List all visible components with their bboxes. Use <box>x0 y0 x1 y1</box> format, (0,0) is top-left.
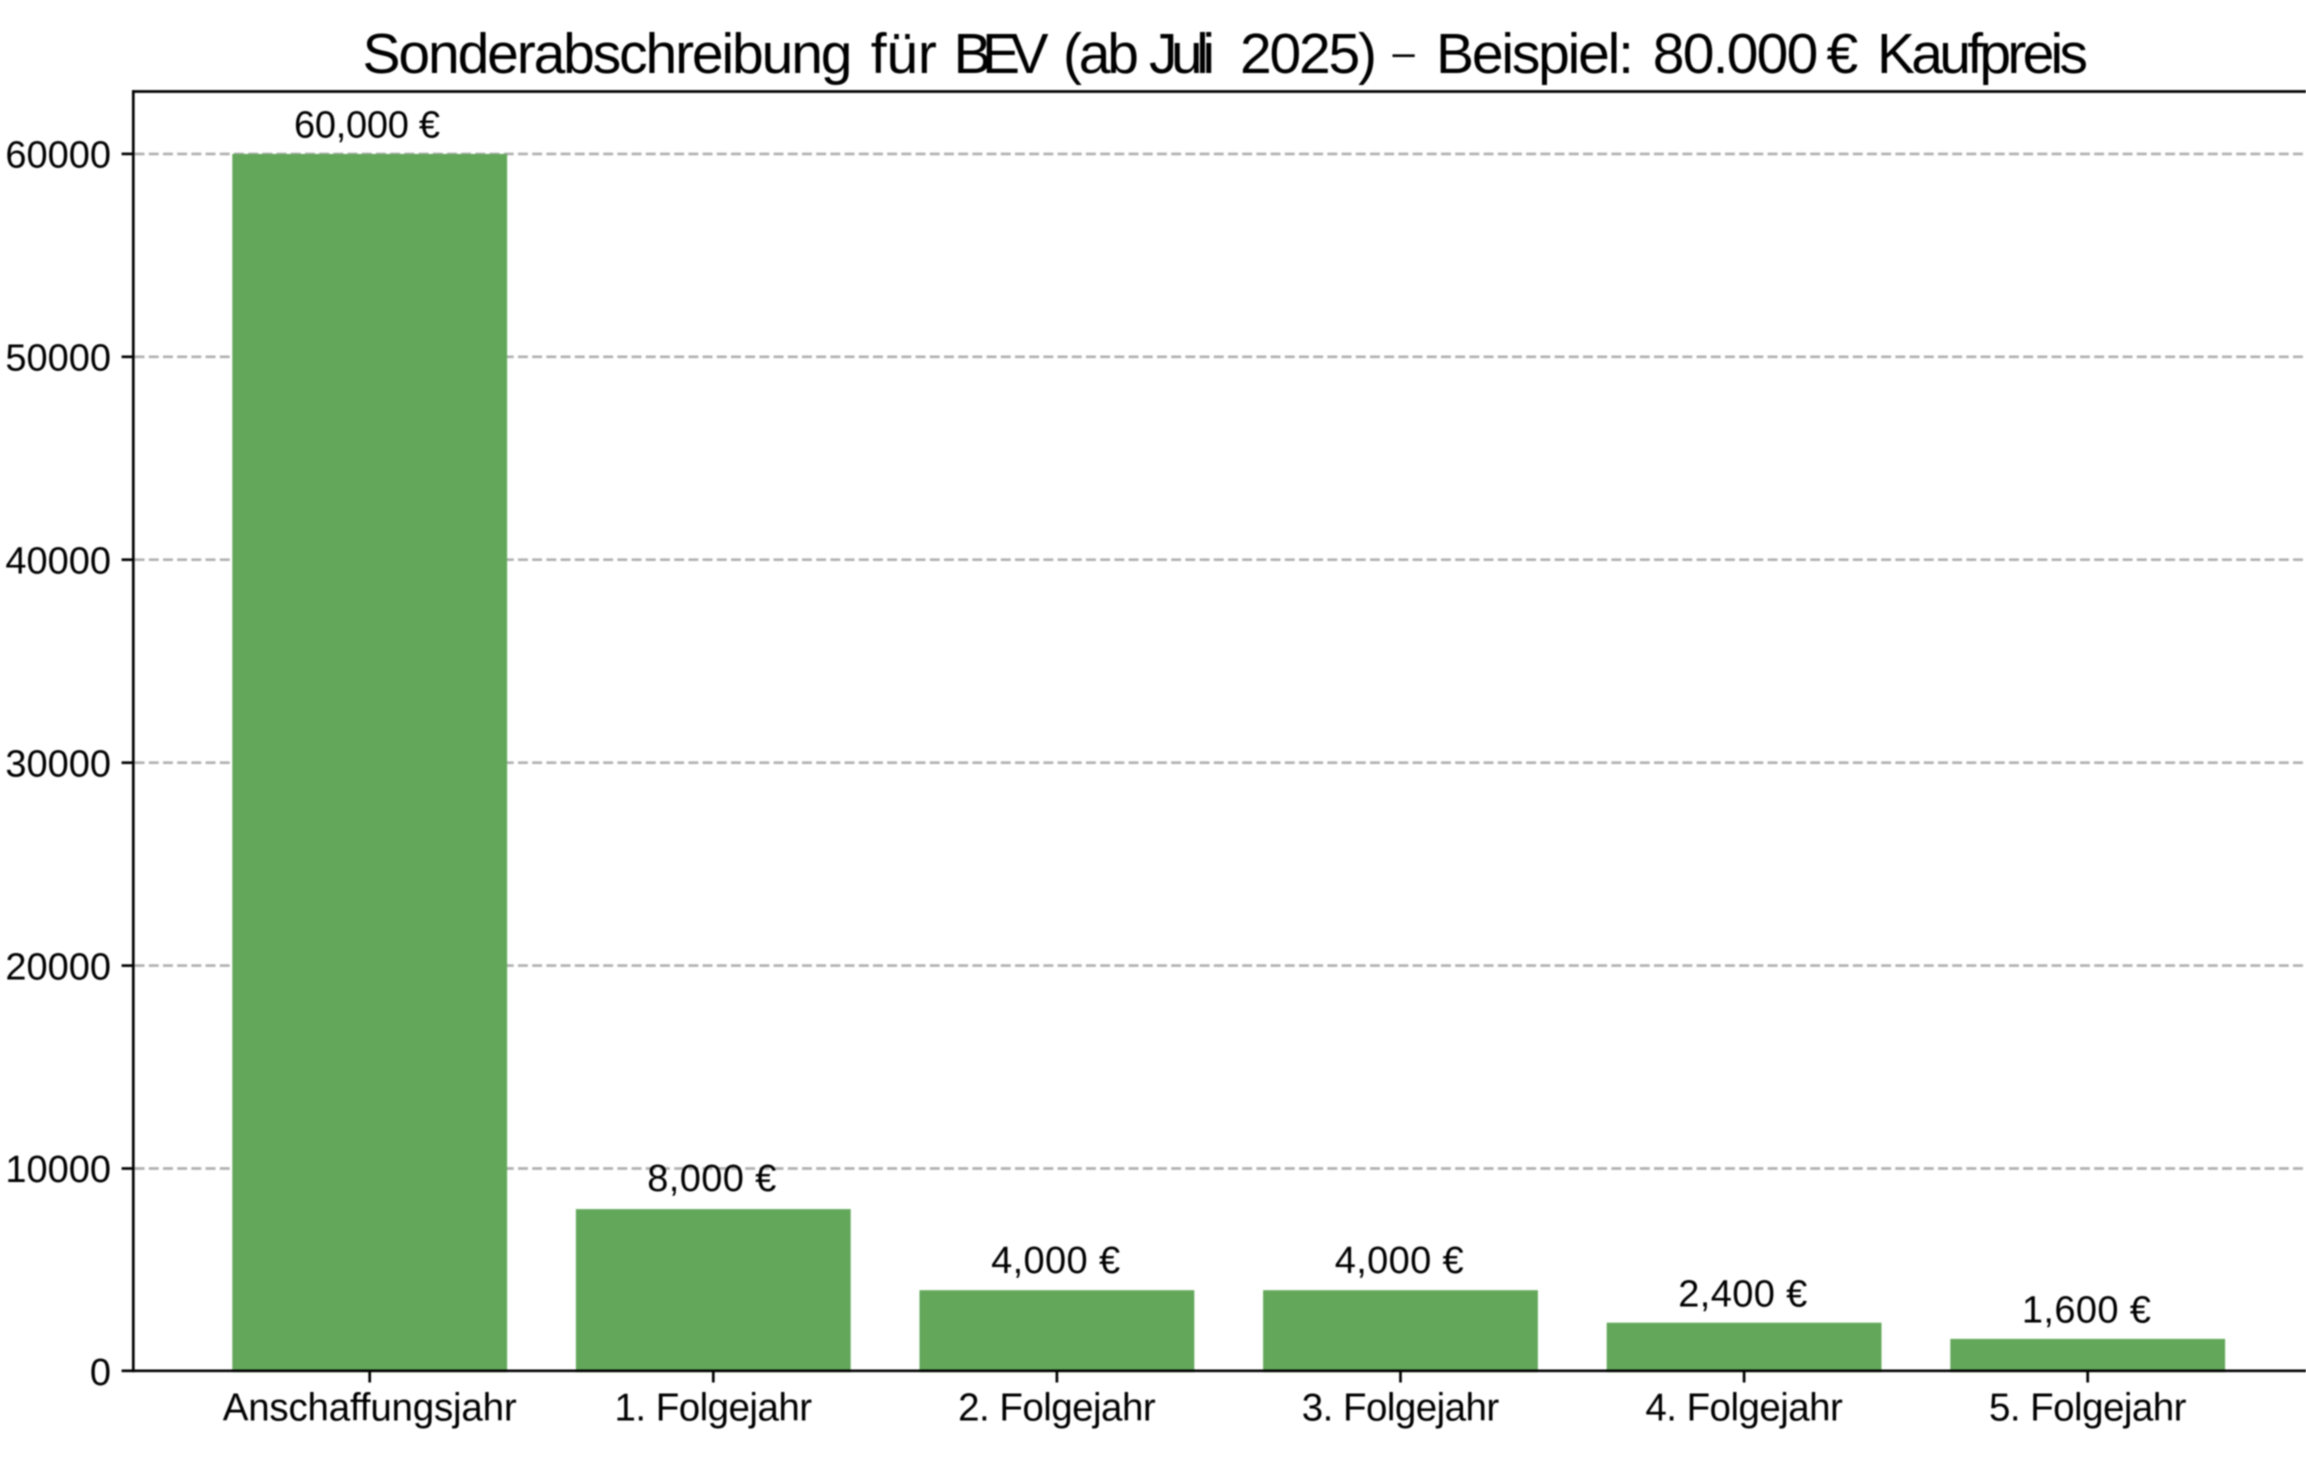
svg-text:80.000: 80.000 <box>1653 22 1819 86</box>
svg-text:2. Folgejahr: 2. Folgejahr <box>958 1387 1156 1430</box>
svg-text:4. Folgejahr: 4. Folgejahr <box>1645 1387 1843 1430</box>
svg-text:4,000 €: 4,000 € <box>1335 1240 1464 1282</box>
svg-text:(ab: (ab <box>1063 22 1139 86</box>
svg-text:3. Folgejahr: 3. Folgejahr <box>1302 1387 1500 1430</box>
svg-text:20000: 20000 <box>5 946 111 988</box>
svg-text:Sonderabschreibung: Sonderabschreibung <box>363 22 853 86</box>
svg-text:2025): 2025) <box>1240 22 1377 86</box>
svg-text:60000: 60000 <box>5 135 111 177</box>
svg-text:0: 0 <box>90 1352 111 1394</box>
svg-text:1. Folgejahr: 1. Folgejahr <box>615 1387 813 1430</box>
svg-text:für: für <box>871 22 937 86</box>
svg-text:€: € <box>1827 22 1859 86</box>
svg-text:8,000 €: 8,000 € <box>647 1158 776 1200</box>
svg-text:Kaufpreis: Kaufpreis <box>1877 22 2088 86</box>
svg-text:5. Folgejahr: 5. Folgejahr <box>1989 1387 2187 1430</box>
svg-text:Anschaffungsjahr: Anschaffungsjahr <box>223 1387 517 1430</box>
svg-text:10000: 10000 <box>5 1149 111 1191</box>
svg-text:30000: 30000 <box>5 743 111 785</box>
svg-text:40000: 40000 <box>5 540 111 582</box>
svg-text:BEV: BEV <box>954 22 1049 86</box>
svg-text:50000: 50000 <box>5 338 111 380</box>
svg-text:–: – <box>1393 31 1416 75</box>
svg-text:Beispiel:: Beispiel: <box>1436 22 1634 86</box>
svg-text:Juli: Juli <box>1149 22 1215 86</box>
svg-text:2,400 €: 2,400 € <box>1678 1273 1807 1315</box>
svg-text:4,000 €: 4,000 € <box>991 1240 1120 1282</box>
svg-text:60,000 €: 60,000 € <box>294 105 440 147</box>
svg-text:1,600 €: 1,600 € <box>2022 1290 2151 1332</box>
